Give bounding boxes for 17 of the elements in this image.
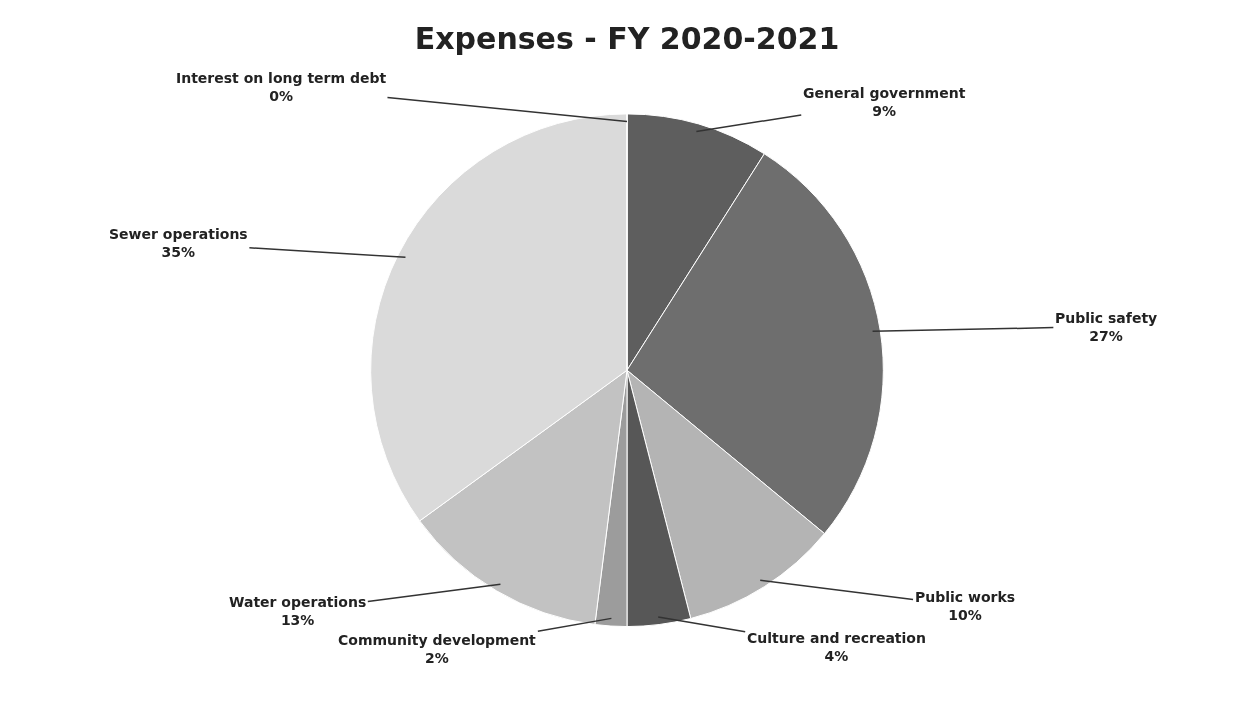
data-label: 27% (1089, 328, 1123, 345)
slice-label: General government (803, 85, 966, 101)
slice-label: Water operations (229, 594, 367, 610)
slice-label: Community development (338, 632, 537, 648)
data-label: 13% (280, 612, 315, 629)
data-label: 9% (872, 103, 897, 120)
data-label: 2% (425, 650, 449, 667)
slice-label: Sewer operations (109, 226, 248, 242)
data-label: 4% (824, 648, 849, 665)
slice-label: Public works (915, 589, 1016, 605)
slice-label: Public safety (1055, 310, 1158, 326)
data-label: 35% (161, 244, 196, 261)
category-label: Interest on long term debt (176, 70, 387, 86)
chart-title: Expenses - FY 2020-2021 (414, 21, 840, 57)
slice-label: Culture and recreation (747, 630, 926, 646)
text: 0% (269, 88, 293, 105)
data-label: 10% (948, 607, 982, 624)
